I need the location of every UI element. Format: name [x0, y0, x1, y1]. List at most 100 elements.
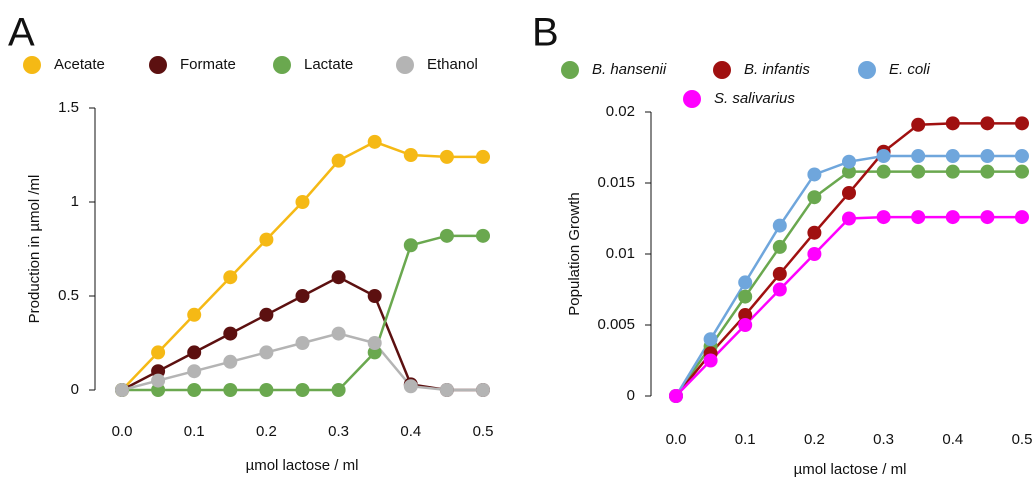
y-tick-label: 0: [71, 381, 79, 398]
data-point: [187, 307, 202, 322]
y-tick-label: 0.01: [606, 245, 635, 262]
data-point: [259, 345, 274, 360]
data-point: [223, 354, 238, 369]
data-point: [331, 326, 346, 341]
data-point: [439, 383, 454, 397]
y-tick-label: 0.5: [58, 287, 79, 304]
legend-marker: [396, 56, 414, 74]
data-point: [476, 228, 490, 243]
data-point: [1015, 210, 1029, 225]
legend-label: Formate: [180, 56, 236, 73]
legend-marker: [683, 90, 701, 108]
data-point: [367, 289, 382, 303]
x-tick-label: 0.3: [873, 431, 894, 448]
data-point: [476, 149, 490, 164]
data-point: [738, 275, 753, 290]
x-tick-label: 0.1: [735, 431, 756, 448]
legend-marker: [23, 56, 41, 74]
x-tick-label: 0.3: [328, 423, 349, 440]
data-point: [259, 307, 274, 322]
data-point: [980, 149, 995, 164]
data-point: [115, 383, 129, 397]
legend-label: Ethanol: [427, 56, 478, 73]
x-axis-label: µmol lactose / ml: [246, 457, 359, 474]
series-line: [122, 234, 483, 392]
legend-label: B. infantis: [744, 61, 810, 78]
series-line: [675, 215, 1022, 397]
data-point: [1015, 149, 1029, 164]
data-point: [703, 353, 718, 368]
data-point: [259, 232, 274, 247]
data-point: [439, 228, 454, 243]
y-axis-label: Production in µmol /ml: [26, 175, 43, 324]
data-point: [911, 164, 926, 179]
legend-label: E. coli: [889, 61, 931, 78]
data-point: [223, 270, 238, 285]
data-point: [151, 345, 166, 360]
legend-marker: [858, 61, 876, 79]
data-point: [980, 210, 995, 225]
x-tick-label: 0.5: [1012, 431, 1033, 448]
y-tick-label: 0: [627, 387, 635, 404]
x-tick-label: 0.0: [666, 431, 687, 448]
data-point: [187, 383, 202, 397]
data-point: [403, 238, 418, 253]
data-point: [807, 247, 822, 261]
y-tick-label: 1: [71, 193, 79, 210]
data-point: [945, 164, 960, 179]
x-tick-label: 0.1: [184, 423, 205, 440]
x-tick-label: 0.0: [112, 423, 133, 440]
data-point: [403, 148, 418, 162]
data-point: [331, 153, 346, 168]
data-point: [842, 211, 856, 226]
data-point: [403, 379, 418, 394]
data-point: [842, 154, 856, 169]
data-point: [876, 210, 891, 225]
data-point: [367, 336, 382, 350]
y-tick-label: 1.5: [58, 99, 79, 116]
legend-label: S. salivarius: [714, 90, 795, 107]
x-tick-label: 0.2: [804, 431, 825, 448]
data-point: [259, 383, 274, 397]
data-point: [295, 336, 310, 350]
legend-label: Acetate: [54, 56, 105, 73]
data-point: [876, 164, 891, 179]
legend-marker: [713, 61, 731, 79]
data-point: [738, 318, 753, 332]
x-axis-label: µmol lactose / ml: [794, 461, 907, 478]
data-point: [331, 270, 346, 285]
legend-label: B. hansenii: [592, 61, 667, 78]
data-point: [945, 149, 960, 164]
data-point: [1015, 116, 1029, 131]
data-point: [772, 282, 787, 297]
y-tick-label: 0.02: [606, 103, 635, 120]
y-axis-label: Population Growth: [566, 192, 583, 315]
data-point: [911, 117, 926, 132]
data-point: [807, 167, 822, 182]
data-point: [187, 364, 202, 379]
data-point: [223, 326, 238, 341]
data-point: [738, 308, 753, 323]
data-point: [980, 116, 995, 131]
data-point: [223, 383, 238, 397]
data-point: [842, 164, 856, 179]
data-point: [439, 149, 454, 164]
data-point: [151, 373, 166, 388]
legend-marker: [561, 61, 579, 79]
data-point: [945, 210, 960, 225]
panel-label: B: [532, 11, 559, 55]
series-line: [674, 170, 1022, 397]
data-point: [772, 266, 787, 281]
data-point: [703, 332, 718, 347]
data-point: [331, 383, 346, 397]
data-point: [911, 210, 926, 225]
data-point: [911, 149, 926, 164]
data-point: [295, 195, 310, 209]
data-point: [1015, 164, 1029, 179]
data-point: [669, 389, 683, 403]
x-tick-label: 0.4: [942, 431, 963, 448]
data-point: [807, 225, 822, 240]
data-point: [807, 190, 822, 205]
data-point: [876, 149, 891, 164]
